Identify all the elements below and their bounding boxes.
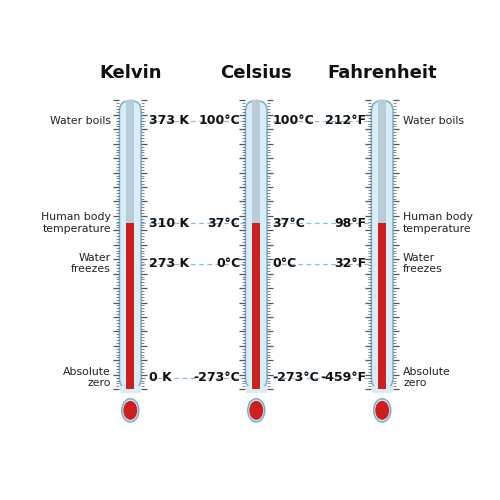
Text: 0°C: 0°C [216,257,240,270]
Bar [126,100,134,389]
Text: Absolute
zero: Absolute zero [403,367,451,388]
Text: Celsius: Celsius [220,64,292,82]
Text: Human body
temperature: Human body temperature [41,212,111,234]
Text: Water boils: Water boils [50,116,111,126]
Ellipse shape [374,399,390,422]
Text: Water
freezes: Water freezes [71,253,111,274]
Text: 373 K: 373 K [149,114,189,127]
Bar [120,386,141,393]
Bar [372,386,392,393]
FancyBboxPatch shape [246,100,267,389]
Text: 310 K: 310 K [149,216,189,230]
Ellipse shape [250,401,263,420]
Text: 37°C: 37°C [208,216,240,230]
Ellipse shape [375,401,389,420]
Text: Kelvin: Kelvin [99,64,162,82]
Text: 273 K: 273 K [149,257,189,270]
Text: 37°C: 37°C [272,216,305,230]
Text: Water boils: Water boils [403,116,464,126]
Text: 212°F: 212°F [325,114,366,127]
Bar [126,223,134,389]
Text: Water
freezes: Water freezes [403,253,443,274]
Text: 100°C: 100°C [198,114,240,127]
Text: 32°F: 32°F [334,257,366,270]
FancyBboxPatch shape [372,100,393,389]
Bar [378,100,386,389]
Ellipse shape [124,401,138,420]
Text: Absolute
zero: Absolute zero [63,367,111,388]
Ellipse shape [122,399,139,422]
Text: 100°C: 100°C [272,114,314,127]
Text: -459°F: -459°F [320,371,366,384]
Bar [246,386,266,393]
Bar [252,100,260,389]
Text: -273°C: -273°C [194,371,240,384]
Text: 0 K: 0 K [149,371,172,384]
Text: -273°C: -273°C [272,371,319,384]
Ellipse shape [248,399,265,422]
Text: Human body
temperature: Human body temperature [403,212,473,234]
FancyBboxPatch shape [120,100,141,389]
Text: Fahrenheit: Fahrenheit [328,64,437,82]
Text: 98°F: 98°F [334,216,366,230]
Bar [378,223,386,389]
Text: 0°C: 0°C [272,257,296,270]
Bar [252,223,260,389]
